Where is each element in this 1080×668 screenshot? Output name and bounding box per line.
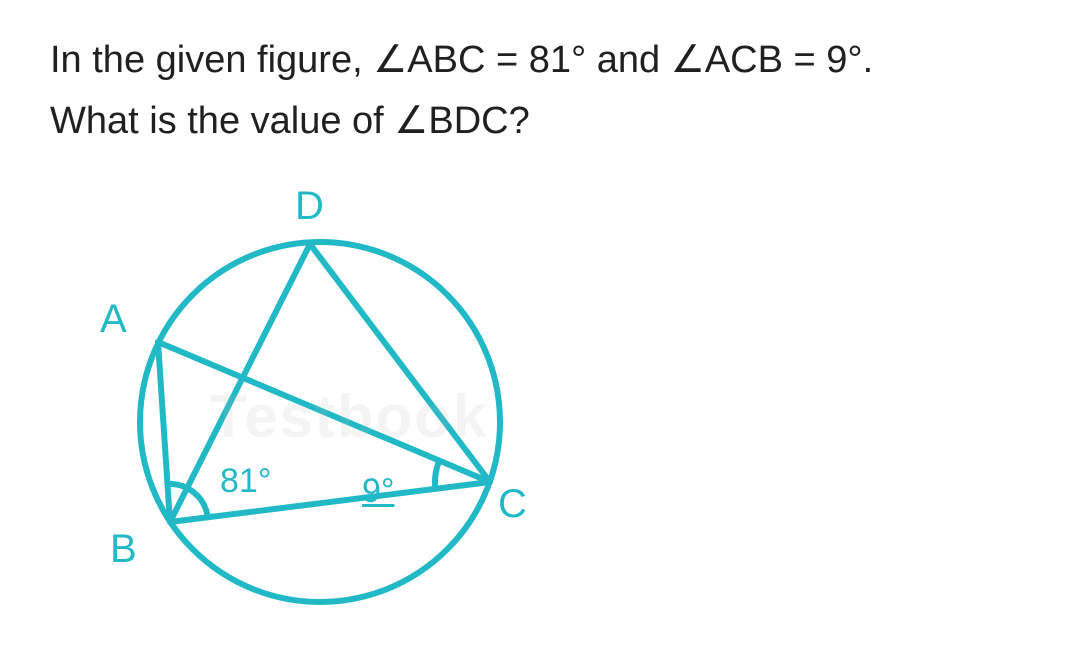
geometry-figure: Testbook D A B C 81° 9° [80, 172, 560, 612]
q-line1-a: In the given figure, [50, 39, 373, 81]
q-bdc-name: BDC? [428, 100, 529, 142]
figure-svg [80, 172, 560, 612]
label-D: D [295, 184, 324, 229]
angle-symbol-3: ∠ [394, 100, 428, 142]
q-abc-name: ABC = [407, 39, 528, 81]
q-acb-val: 9°. [826, 39, 873, 81]
question-text: In the given figure, ∠ABC = 81° and ∠ACB… [50, 30, 1030, 152]
angle-at-C: 9° [362, 472, 395, 511]
angle-at-B: 81° [220, 462, 271, 501]
label-C: C [498, 482, 527, 527]
q-acb-name: ACB = [705, 39, 826, 81]
angle-symbol-1: ∠ [373, 39, 407, 81]
label-A: A [100, 297, 127, 342]
label-B: B [110, 527, 137, 572]
q-mid: and [586, 39, 671, 81]
q-line2-a: What is the value of [50, 100, 394, 142]
angle-symbol-2: ∠ [671, 39, 705, 81]
q-abc-val: 81° [529, 39, 586, 81]
